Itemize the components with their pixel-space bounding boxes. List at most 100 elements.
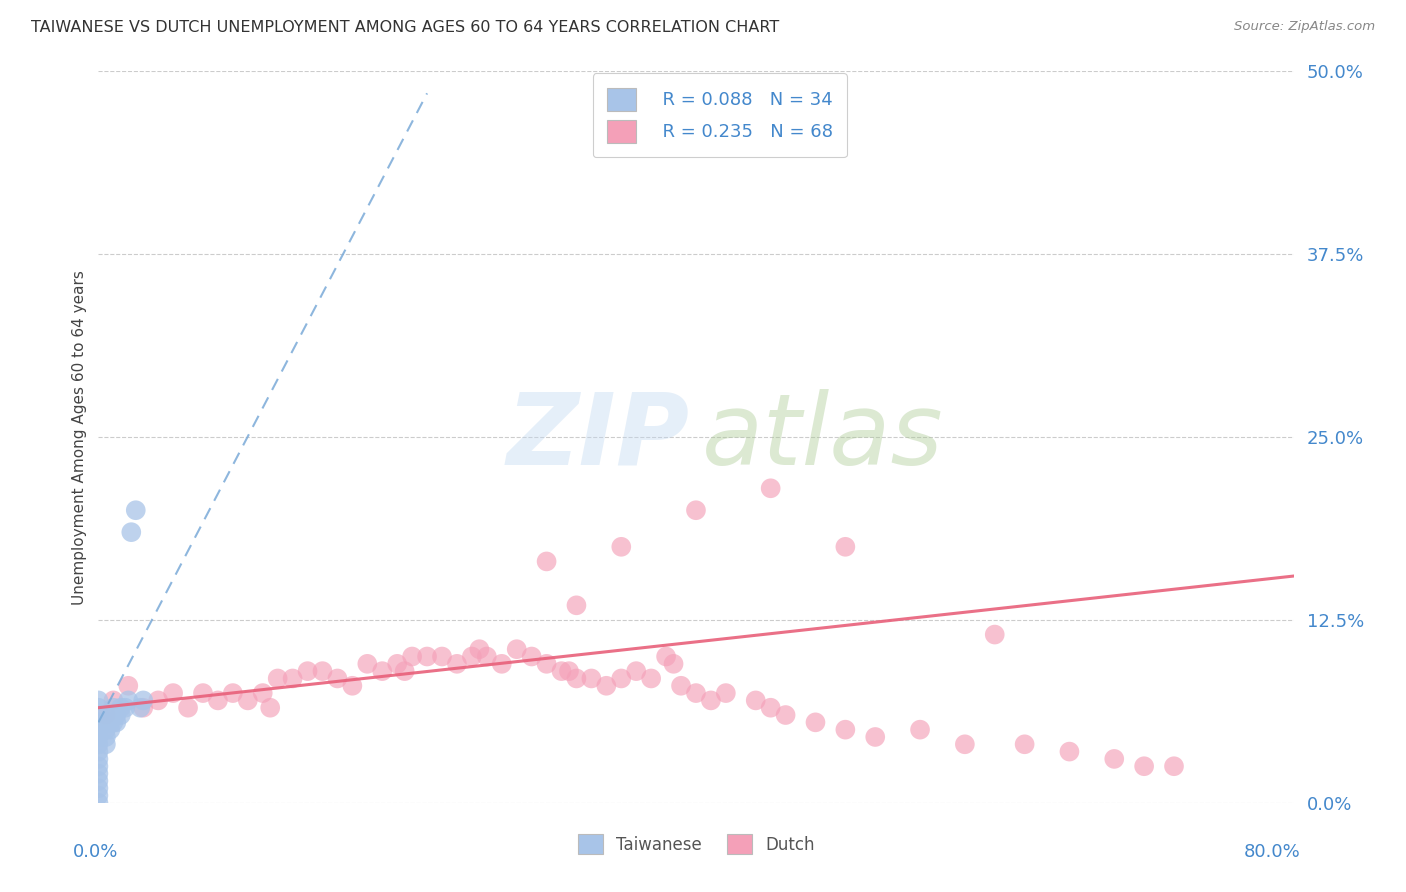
Point bbox=[281, 672, 304, 686]
Point bbox=[461, 649, 484, 664]
Point bbox=[87, 715, 110, 730]
Point bbox=[94, 715, 117, 730]
Point bbox=[356, 657, 378, 671]
Point bbox=[191, 686, 214, 700]
Point bbox=[87, 752, 110, 766]
Text: ZIP: ZIP bbox=[508, 389, 690, 485]
Point bbox=[953, 737, 976, 751]
Point bbox=[1014, 737, 1036, 751]
Point bbox=[1059, 745, 1081, 759]
Point bbox=[759, 700, 782, 714]
Point bbox=[430, 649, 453, 664]
Point bbox=[984, 627, 1007, 641]
Point bbox=[834, 723, 856, 737]
Point bbox=[371, 664, 394, 678]
Text: TAIWANESE VS DUTCH UNEMPLOYMENT AMONG AGES 60 TO 64 YEARS CORRELATION CHART: TAIWANESE VS DUTCH UNEMPLOYMENT AMONG AG… bbox=[31, 20, 779, 35]
Point bbox=[1104, 752, 1126, 766]
Point bbox=[98, 723, 122, 737]
Point bbox=[87, 693, 110, 707]
Point bbox=[87, 730, 110, 744]
Point bbox=[565, 599, 588, 613]
Point bbox=[87, 789, 110, 803]
Point bbox=[177, 700, 200, 714]
Point bbox=[120, 525, 142, 540]
Point bbox=[700, 693, 723, 707]
Point bbox=[87, 773, 110, 788]
Point bbox=[520, 649, 543, 664]
Text: 0.0%: 0.0% bbox=[73, 843, 118, 861]
Point bbox=[475, 649, 498, 664]
Point bbox=[446, 657, 468, 671]
Point bbox=[655, 649, 678, 664]
Point bbox=[297, 664, 319, 678]
Point bbox=[103, 715, 125, 730]
Point bbox=[640, 672, 662, 686]
Point bbox=[342, 679, 364, 693]
Point bbox=[87, 759, 110, 773]
Point bbox=[416, 649, 439, 664]
Point bbox=[1163, 759, 1185, 773]
Point bbox=[94, 730, 117, 744]
Point bbox=[117, 679, 139, 693]
Point bbox=[745, 693, 768, 707]
Point bbox=[536, 657, 558, 671]
Point bbox=[105, 715, 128, 730]
Point bbox=[714, 686, 737, 700]
Point bbox=[506, 642, 529, 657]
Legend: Taiwanese, Dutch: Taiwanese, Dutch bbox=[571, 828, 821, 860]
Point bbox=[834, 540, 856, 554]
Point bbox=[468, 642, 491, 657]
Point bbox=[669, 679, 692, 693]
Point bbox=[311, 664, 333, 678]
Point bbox=[125, 503, 148, 517]
Point bbox=[148, 693, 170, 707]
Point bbox=[98, 715, 122, 730]
Point bbox=[87, 796, 110, 810]
Point bbox=[595, 679, 617, 693]
Point bbox=[162, 686, 184, 700]
Point bbox=[87, 781, 110, 796]
Point bbox=[536, 554, 558, 568]
Point bbox=[1133, 759, 1156, 773]
Text: 80.0%: 80.0% bbox=[1244, 843, 1301, 861]
Point bbox=[103, 700, 125, 714]
Point bbox=[610, 540, 633, 554]
Point bbox=[775, 708, 797, 723]
Point bbox=[132, 693, 155, 707]
Point bbox=[326, 672, 349, 686]
Point bbox=[259, 700, 281, 714]
Point bbox=[94, 708, 117, 723]
Point bbox=[236, 693, 259, 707]
Point bbox=[662, 657, 685, 671]
Point bbox=[550, 664, 572, 678]
Point bbox=[87, 766, 110, 780]
Point bbox=[117, 693, 139, 707]
Y-axis label: Unemployment Among Ages 60 to 64 years: Unemployment Among Ages 60 to 64 years bbox=[72, 269, 87, 605]
Point bbox=[491, 657, 513, 671]
Point bbox=[87, 700, 110, 714]
Point bbox=[87, 708, 110, 723]
Point bbox=[110, 708, 132, 723]
Point bbox=[565, 672, 588, 686]
Point bbox=[222, 686, 245, 700]
Point bbox=[558, 664, 581, 678]
Point bbox=[685, 503, 707, 517]
Point bbox=[685, 686, 707, 700]
Point bbox=[759, 481, 782, 495]
Point bbox=[385, 657, 409, 671]
Text: Source: ZipAtlas.com: Source: ZipAtlas.com bbox=[1234, 20, 1375, 33]
Point bbox=[252, 686, 274, 700]
Point bbox=[94, 723, 117, 737]
Point bbox=[87, 737, 110, 751]
Point bbox=[110, 700, 132, 714]
Point bbox=[401, 649, 423, 664]
Point bbox=[103, 693, 125, 707]
Point bbox=[908, 723, 931, 737]
Point bbox=[626, 664, 648, 678]
Point bbox=[87, 723, 110, 737]
Point bbox=[610, 672, 633, 686]
Point bbox=[132, 700, 155, 714]
Point bbox=[207, 693, 229, 707]
Point bbox=[267, 672, 290, 686]
Point bbox=[129, 700, 152, 714]
